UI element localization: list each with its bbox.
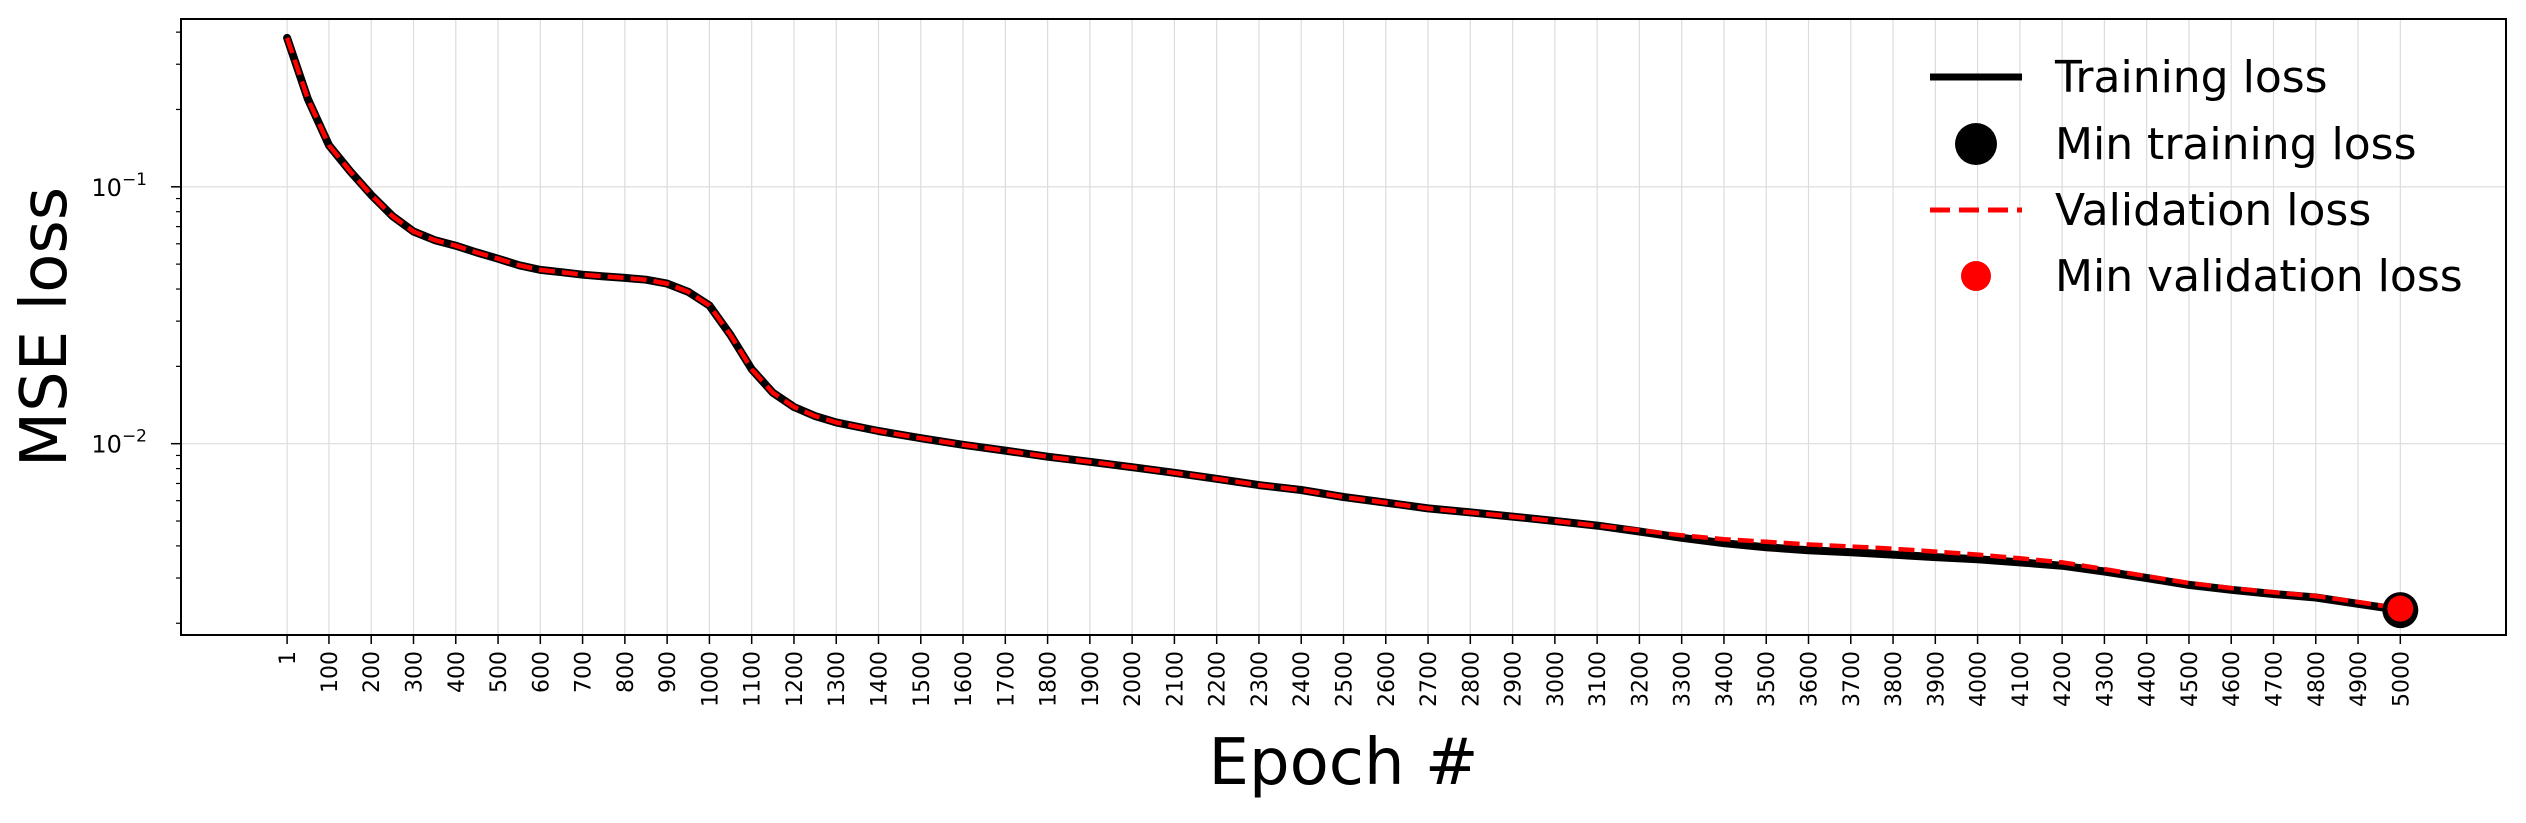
x-tick-label: 2000 <box>1121 651 1146 707</box>
legend-entry: Validation loss <box>1930 185 2371 236</box>
x-tick-label: 500 <box>487 651 512 693</box>
x-tick-label: 1000 <box>698 651 723 707</box>
legend: Training loss Min training loss Validation… <box>1930 52 2463 302</box>
x-tick-label: 2200 <box>1206 651 1231 707</box>
legend-label: Min training loss <box>2055 119 2417 170</box>
x-tick-label: 3400 <box>1713 651 1738 707</box>
legend-label: Validation loss <box>2055 185 2371 236</box>
marker-layer <box>2382 592 2419 629</box>
y-axis-ticks: 10−110−2 <box>91 31 181 624</box>
x-tick-label: 2400 <box>1290 651 1315 707</box>
grid-layer <box>181 19 2506 635</box>
x-tick-label: 1300 <box>825 651 850 707</box>
x-tick-label: 3200 <box>1628 651 1653 707</box>
x-tick-label: 400 <box>445 651 470 693</box>
x-tick-label: 1900 <box>1079 651 1104 707</box>
x-tick-label: 900 <box>656 651 681 693</box>
x-tick-label: 4900 <box>2347 651 2372 707</box>
legend-entry: Min validation loss <box>1961 251 2463 302</box>
x-tick-label: 4200 <box>2051 651 2076 707</box>
x-axis-title: Epoch # <box>1209 726 1479 800</box>
x-tick-label: 2500 <box>1333 651 1358 707</box>
min-validation-loss-marker <box>2387 595 2414 622</box>
x-tick-label: 4700 <box>2263 651 2288 707</box>
x-tick-label: 2600 <box>1375 651 1400 707</box>
series-line-validation-loss <box>284 37 2401 611</box>
y-tick-label: 10−1 <box>91 170 147 202</box>
x-tick-label: 3500 <box>1755 651 1780 707</box>
x-tick-label: 700 <box>572 651 597 693</box>
x-tick-label: 3100 <box>1586 651 1611 707</box>
x-tick-label: 2700 <box>1417 651 1442 707</box>
x-tick-label: 600 <box>529 651 554 693</box>
series-layer <box>283 33 2405 615</box>
legend-swatch-marker <box>1955 123 1997 165</box>
x-tick-label: 1800 <box>1037 651 1062 707</box>
x-tick-label: 2100 <box>1163 651 1188 707</box>
x-tick-label: 100 <box>318 651 343 693</box>
x-tick-label: 200 <box>360 651 385 693</box>
x-tick-label: 5000 <box>2389 651 2414 707</box>
x-tick-label: 1600 <box>952 651 977 707</box>
legend-label: Min validation loss <box>2055 251 2463 302</box>
x-tick-label: 1700 <box>994 651 1019 707</box>
x-tick-label: 1100 <box>741 651 766 707</box>
x-tick-label: 300 <box>403 651 428 693</box>
x-tick-label: 2900 <box>1502 651 1527 707</box>
legend-label: Training loss <box>2054 52 2328 103</box>
x-tick-label: 2800 <box>1459 651 1484 707</box>
x-tick-label: 3800 <box>1882 651 1907 707</box>
x-tick-label: 4300 <box>2093 651 2118 707</box>
y-axis-title: MSE loss <box>8 187 82 467</box>
y-tick-label: 10−2 <box>91 427 147 459</box>
x-tick-label: 1500 <box>910 651 935 707</box>
x-tick-label: 4500 <box>2178 651 2203 707</box>
x-tick-label: 4000 <box>1967 651 1992 707</box>
y-tick-base: 10 <box>91 174 122 202</box>
x-tick-label: 1400 <box>868 651 893 707</box>
y-tick-base: 10 <box>91 431 122 459</box>
legend-entry: Training loss <box>1930 52 2328 103</box>
x-tick-label: 1 <box>276 651 301 665</box>
x-tick-label: 3300 <box>1671 651 1696 707</box>
x-axis-ticks: 1 100 200 300 400 500 600 700 800 900 1000 1100 1200… <box>276 635 2414 707</box>
x-tick-label: 3900 <box>1924 651 1949 707</box>
x-tick-label: 3000 <box>1544 651 1569 707</box>
x-tick-label: 4100 <box>2009 651 2034 707</box>
y-tick-exponent: −2 <box>122 427 147 447</box>
x-tick-label: 4400 <box>2136 651 2161 707</box>
x-tick-label: 4600 <box>2220 651 2245 707</box>
x-tick-label: 3700 <box>1840 651 1865 707</box>
x-tick-label: 3600 <box>1798 651 1823 707</box>
x-tick-label: 800 <box>614 651 639 693</box>
x-tick-label: 1200 <box>783 651 808 707</box>
y-tick-exponent: −1 <box>122 170 147 190</box>
legend-swatch-marker <box>1961 261 1991 291</box>
legend-entry: Min training loss <box>1955 119 2417 170</box>
x-tick-label: 4800 <box>2305 651 2330 707</box>
x-tick-label: 2300 <box>1248 651 1273 707</box>
